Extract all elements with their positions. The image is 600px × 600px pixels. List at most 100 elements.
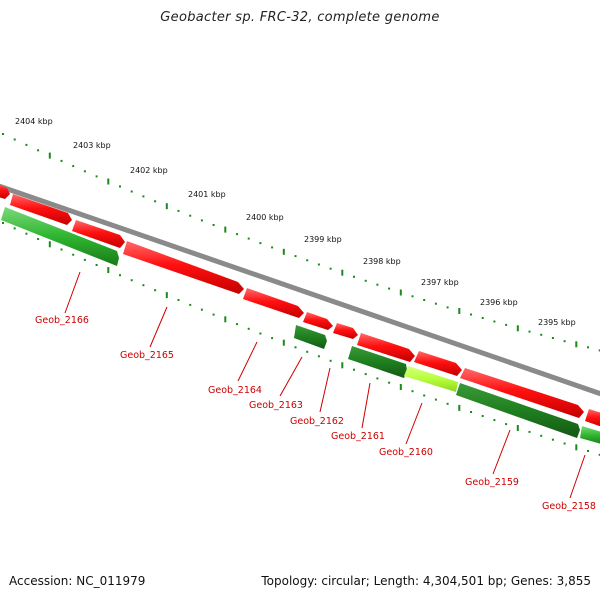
minor-tick-mark — [95, 175, 98, 178]
forward-gene-arrow[interactable] — [0, 183, 10, 199]
gene-label: Geob_2162 — [290, 416, 344, 427]
leader-line — [405, 402, 423, 445]
minor-tick-mark — [434, 398, 437, 401]
forward-gene-arrow[interactable] — [303, 312, 333, 330]
major-tick-mark — [282, 248, 285, 255]
kbp-scale-labels: 2404 kbp 2403 kbp 2402 kbp 2401 kbp 2400… — [15, 117, 576, 327]
minor-tick-mark — [60, 248, 63, 251]
reverse-gene-arrow[interactable] — [348, 346, 407, 378]
minor-tick-mark — [212, 224, 215, 226]
kbp-label: 2403 kbp — [73, 141, 111, 150]
minor-tick-mark — [388, 381, 391, 384]
forward-gene-arrow[interactable] — [414, 351, 462, 376]
kbp-label: 2398 kbp — [363, 257, 401, 266]
minor-tick-mark — [306, 350, 309, 353]
minor-tick-mark — [317, 355, 320, 358]
minor-tick-mark — [505, 423, 508, 426]
forward-gene-arrow[interactable] — [123, 241, 244, 294]
minor-tick-mark — [376, 377, 379, 380]
minor-tick-mark — [130, 279, 133, 282]
forward-strand-genes — [0, 183, 600, 428]
minor-tick-mark — [236, 323, 238, 326]
major-tick-mark — [575, 341, 578, 348]
leader-line — [319, 367, 331, 413]
reverse-gene-arrow[interactable] — [580, 426, 600, 445]
major-tick-mark — [224, 226, 227, 233]
minor-tick-mark — [119, 274, 121, 277]
kbp-label: 2401 kbp — [188, 190, 226, 199]
minor-tick-mark — [540, 434, 543, 437]
leader-line — [279, 356, 303, 397]
minor-tick-mark — [189, 303, 192, 306]
forward-gene-arrow[interactable] — [10, 194, 72, 225]
minor-tick-mark — [154, 200, 157, 203]
leader-line — [64, 271, 81, 314]
accession-text: Accession: NC_011979 — [9, 574, 146, 588]
major-tick-mark — [165, 292, 168, 299]
minor-tick-mark — [598, 349, 600, 352]
map-title: Geobacter sp. FRC-32, complete genome — [160, 10, 440, 25]
forward-gene-arrow[interactable] — [243, 288, 304, 318]
minor-tick-mark — [247, 237, 250, 240]
minor-tick-mark — [411, 295, 414, 298]
minor-tick-mark — [493, 419, 496, 422]
outer-tick-marks — [2, 133, 600, 352]
minor-tick-mark — [364, 279, 367, 282]
minor-tick-mark — [142, 284, 145, 287]
minor-tick-mark — [434, 302, 437, 305]
major-tick-mark — [516, 325, 519, 332]
minor-tick-mark — [470, 411, 472, 413]
minor-tick-mark — [236, 233, 238, 236]
forward-gene-arrow[interactable] — [460, 368, 584, 418]
forward-gene-arrow[interactable] — [585, 409, 600, 428]
leader-line — [492, 429, 511, 475]
minor-tick-mark — [60, 159, 63, 162]
minor-tick-mark — [470, 313, 472, 316]
minor-tick-mark — [294, 346, 297, 349]
kbp-label: 2402 kbp — [130, 166, 168, 175]
gene-label: Geob_2160 — [379, 447, 433, 458]
minor-tick-mark — [271, 337, 274, 340]
reverse-gene-arrow[interactable] — [404, 366, 458, 392]
minor-tick-mark — [37, 238, 40, 240]
minor-tick-mark — [423, 299, 426, 301]
gene-label: Geob_2165 — [120, 350, 174, 361]
reverse-gene-arrow[interactable] — [456, 383, 580, 438]
forward-gene-arrow[interactable] — [72, 220, 125, 248]
minor-tick-mark — [259, 332, 262, 335]
minor-tick-mark — [587, 346, 589, 349]
inner-tick-marks — [2, 222, 600, 456]
minor-tick-mark — [83, 170, 86, 173]
minor-tick-mark — [306, 259, 309, 262]
reverse-gene-arrow[interactable] — [1, 207, 119, 266]
minor-tick-mark — [13, 227, 16, 230]
minor-tick-mark — [376, 283, 379, 286]
leader-line — [569, 454, 586, 499]
gene-label: Geob_2166 — [35, 315, 89, 326]
forward-gene-arrow[interactable] — [357, 333, 415, 362]
reverse-gene-arrow[interactable] — [294, 325, 327, 349]
genome-backbone — [0, 183, 600, 397]
kbp-label: 2404 kbp — [15, 117, 53, 126]
major-tick-mark — [107, 178, 110, 185]
kbp-label: 2395 kbp — [538, 318, 576, 327]
gene-label: Geob_2161 — [331, 431, 385, 442]
major-tick-mark — [458, 308, 461, 314]
minor-tick-mark — [119, 185, 121, 188]
minor-tick-mark — [364, 373, 367, 376]
major-tick-mark — [575, 444, 578, 451]
minor-tick-mark — [189, 214, 192, 217]
minor-tick-mark — [551, 337, 554, 339]
minor-tick-mark — [2, 222, 4, 224]
kbp-label: 2400 kbp — [246, 213, 284, 222]
major-tick-mark — [399, 289, 402, 296]
minor-tick-mark — [130, 190, 133, 193]
forward-gene-arrow[interactable] — [333, 323, 358, 339]
minor-tick-mark — [329, 267, 332, 270]
kbp-label: 2396 kbp — [480, 298, 518, 307]
leader-line — [149, 306, 168, 348]
minor-tick-mark — [271, 246, 274, 249]
minor-tick-mark — [481, 317, 484, 319]
major-tick-mark — [224, 316, 227, 323]
